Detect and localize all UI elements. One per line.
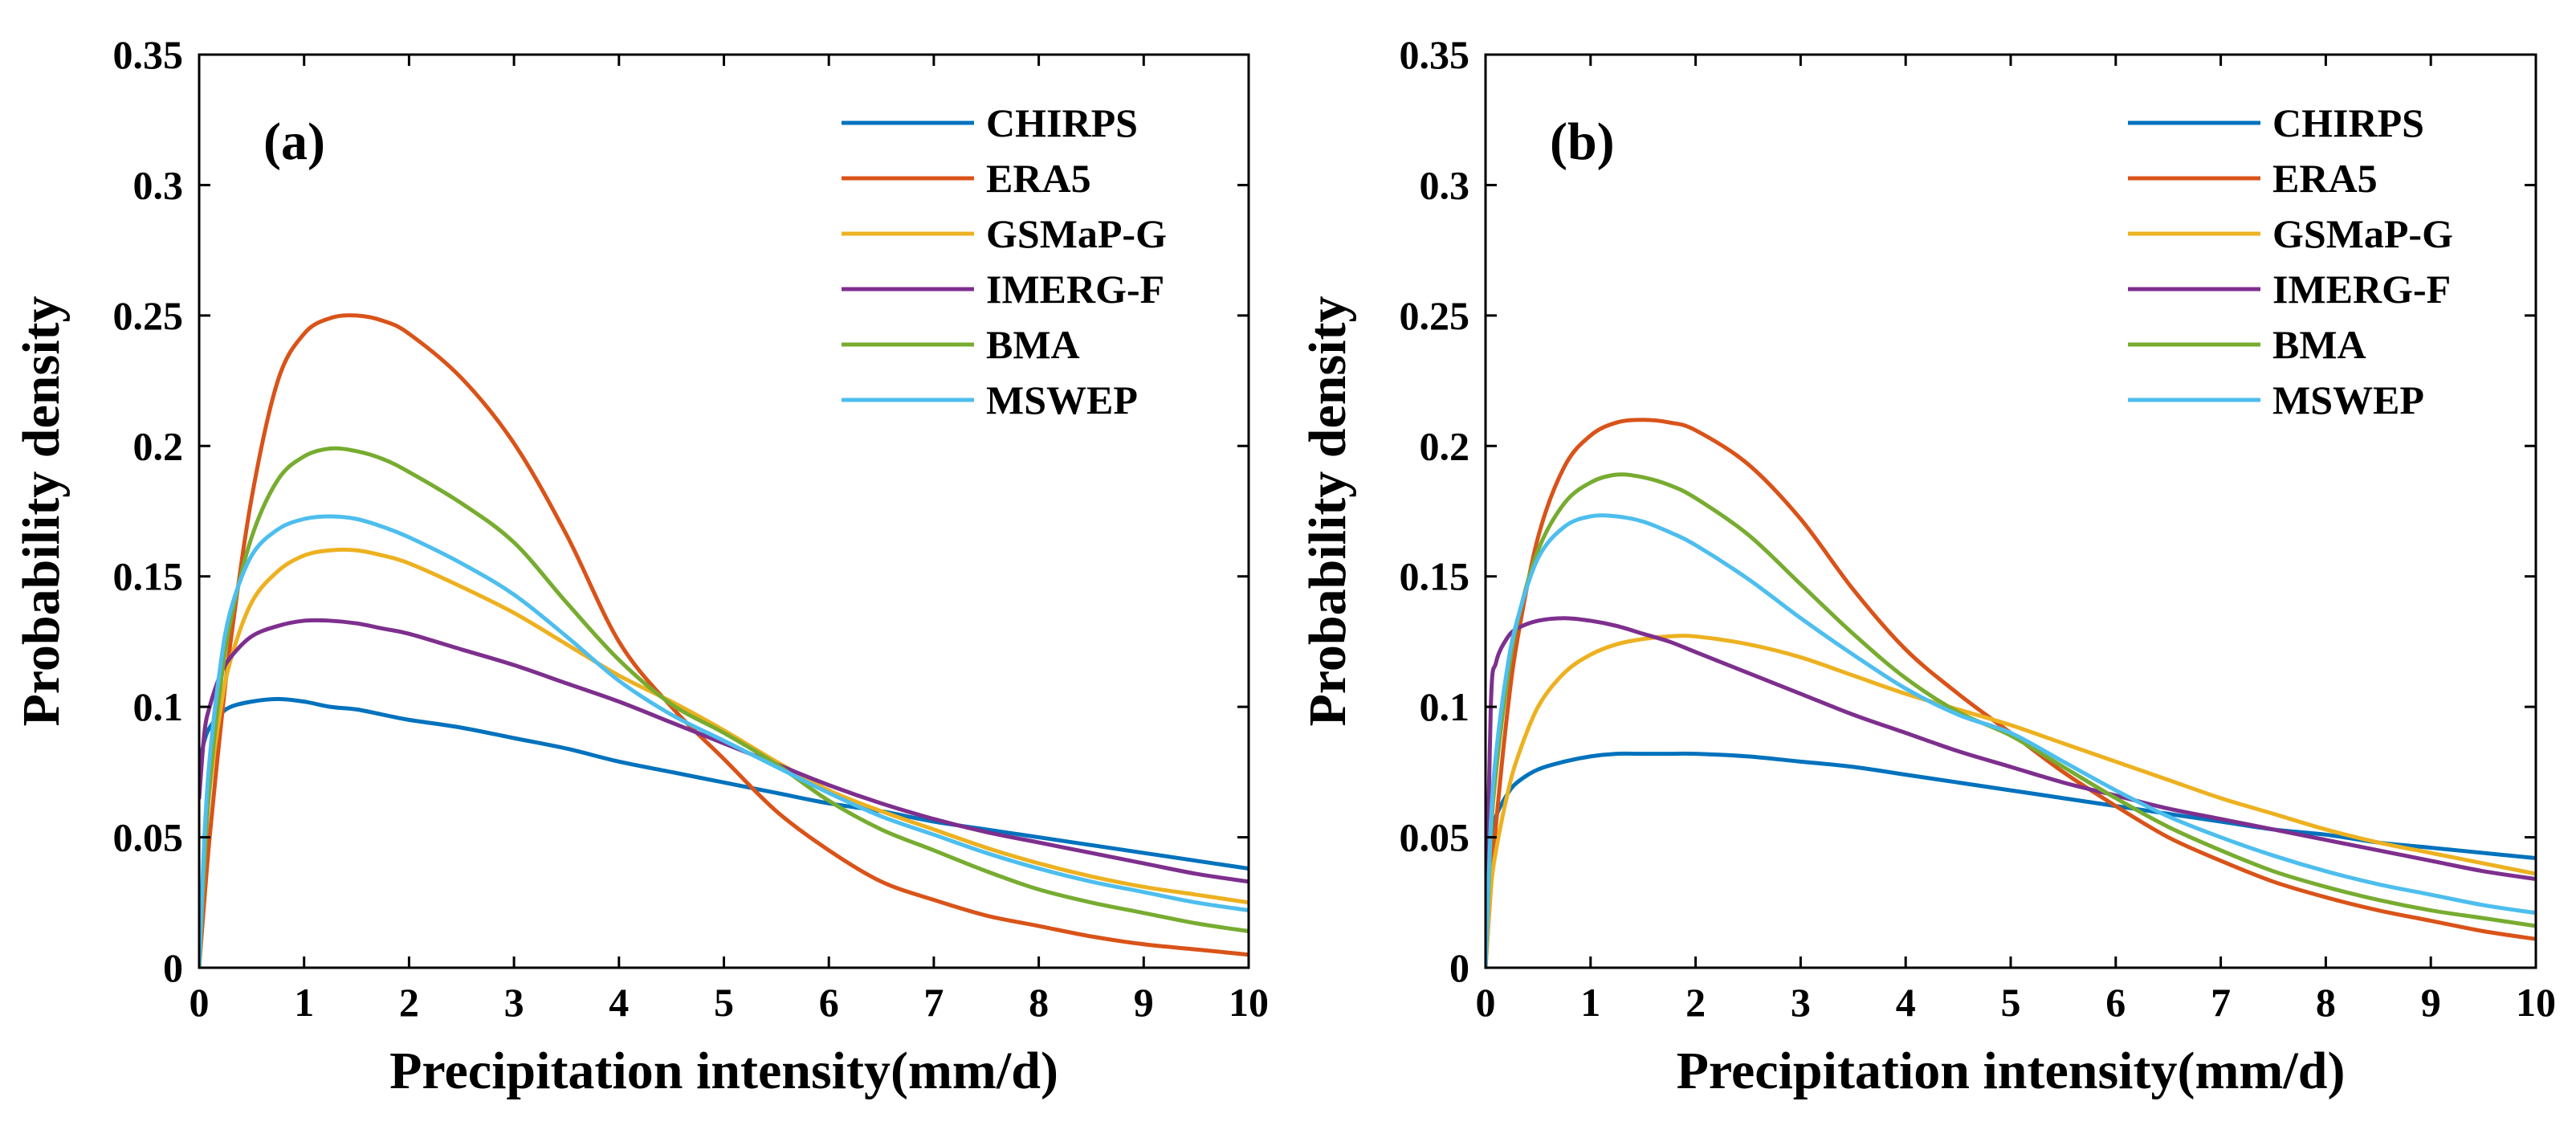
y-tick-label: 0.1	[133, 684, 184, 729]
x-tick-label: 1	[1580, 980, 1600, 1025]
x-tick-label: 6	[2105, 980, 2126, 1025]
x-tick-label: 9	[1134, 980, 1154, 1025]
y-tick-label: 0.2	[133, 423, 184, 468]
x-tick-label: 7	[923, 980, 944, 1025]
x-tick-label: 3	[504, 980, 524, 1025]
y-tick-label: 0.25	[113, 293, 184, 338]
x-tick-label: 8	[2316, 980, 2336, 1025]
y-tick-label: 0.2	[1420, 423, 1470, 468]
x-tick-label: 0	[190, 980, 210, 1025]
series-line-era5	[199, 313, 1249, 968]
x-tick-label: 4	[1896, 980, 1916, 1025]
series-line-imerg-f	[199, 618, 1249, 884]
y-tick-label: 0.15	[113, 554, 184, 599]
series-line-gsmap-g	[1486, 634, 2536, 968]
y-tick-label: 0	[163, 945, 183, 990]
y-tick-label: 0.05	[113, 815, 184, 860]
axes-frame	[198, 53, 1250, 969]
y-tick-label: 0.05	[1400, 815, 1470, 860]
panel-label: (b)	[1550, 112, 1615, 171]
series-line-chirps	[199, 696, 1249, 871]
x-tick-label: 2	[1685, 980, 1706, 1025]
x-axis-title: Precipitation intensity(mm/d)	[1677, 1042, 2346, 1100]
legend-label-era5: ERA5	[986, 156, 1091, 201]
series-line-imerg-f	[1486, 616, 2536, 968]
legend-label-chirps: CHIRPS	[2272, 100, 2424, 145]
legend-label-imerg-f: IMERG-F	[2272, 267, 2451, 312]
x-tick-label: 6	[819, 980, 839, 1025]
y-tick-label: 0.35	[1400, 32, 1470, 77]
series-line-mswep	[199, 514, 1249, 968]
series-lines	[199, 313, 1249, 968]
y-axis-title: Probability density	[1298, 296, 1357, 726]
x-tick-label: 3	[1791, 980, 1811, 1025]
x-tick-label: 7	[2211, 980, 2231, 1025]
legend-label-chirps: CHIRPS	[986, 100, 1138, 145]
series-lines	[1486, 418, 2536, 968]
axes-frame	[1484, 53, 2537, 969]
x-tick-label: 5	[714, 980, 734, 1025]
x-tick-label: 8	[1029, 980, 1049, 1025]
x-tick-label: 10	[2516, 980, 2556, 1025]
x-tick-label: 9	[2421, 980, 2441, 1025]
series-line-bma	[1486, 472, 2536, 968]
legend: CHIRPS ERA5 GSMaP-G IMERG-F BMA MSWEP	[2128, 100, 2453, 422]
legend-label-imerg-f: IMERG-F	[986, 267, 1164, 312]
legend-label-gsmap-g: GSMaP-G	[2272, 211, 2453, 256]
y-tick-label: 0.25	[1400, 293, 1470, 338]
y-tick-label: 0.3	[133, 162, 184, 207]
x-tick-label: 10	[1229, 980, 1269, 1025]
y-tick-label: 0	[1449, 945, 1469, 990]
legend-label-mswep: MSWEP	[986, 377, 1138, 422]
series-line-mswep	[1486, 513, 2536, 968]
y-axis-title: Probability density	[12, 296, 71, 726]
legend-label-era5: ERA5	[2272, 156, 2378, 201]
panel-a: 0 1 2 3 4 5 6 7 8 9 10 0 0.05 0.1 0.15 0.2 0.25 0.3 0.35 Pr…	[12, 32, 1269, 1100]
y-tick-label: 0.3	[1420, 162, 1470, 207]
series-line-bma	[199, 446, 1249, 968]
x-tick-label: 5	[2001, 980, 2021, 1025]
x-axis-title: Precipitation intensity(mm/d)	[389, 1042, 1058, 1100]
legend-label-bma: BMA	[986, 322, 1080, 367]
panel-b: 0 1 2 3 4 5 6 7 8 9 10 0 0.05 0.1 0.15 0.2 0.25 0.3 0.35 Pr…	[1298, 32, 2556, 1100]
y-tick-label: 0.1	[1420, 684, 1470, 729]
panel-label: (a)	[263, 112, 325, 171]
legend-label-mswep: MSWEP	[2272, 377, 2424, 422]
x-tick-label: 4	[609, 980, 629, 1025]
legend: CHIRPS ERA5 GSMaP-G IMERG-F BMA MSWEP	[842, 100, 1167, 422]
y-tick-label: 0.15	[1400, 554, 1470, 599]
x-tick-label: 0	[1476, 980, 1496, 1025]
legend-label-bma: BMA	[2272, 322, 2366, 367]
x-tick-label: 2	[399, 980, 419, 1025]
series-line-era5	[1486, 418, 2536, 968]
y-tick-label: 0.35	[113, 32, 184, 77]
legend-label-gsmap-g: GSMaP-G	[986, 211, 1167, 256]
series-line-chirps	[1486, 751, 2536, 905]
x-tick-label: 1	[294, 980, 314, 1025]
